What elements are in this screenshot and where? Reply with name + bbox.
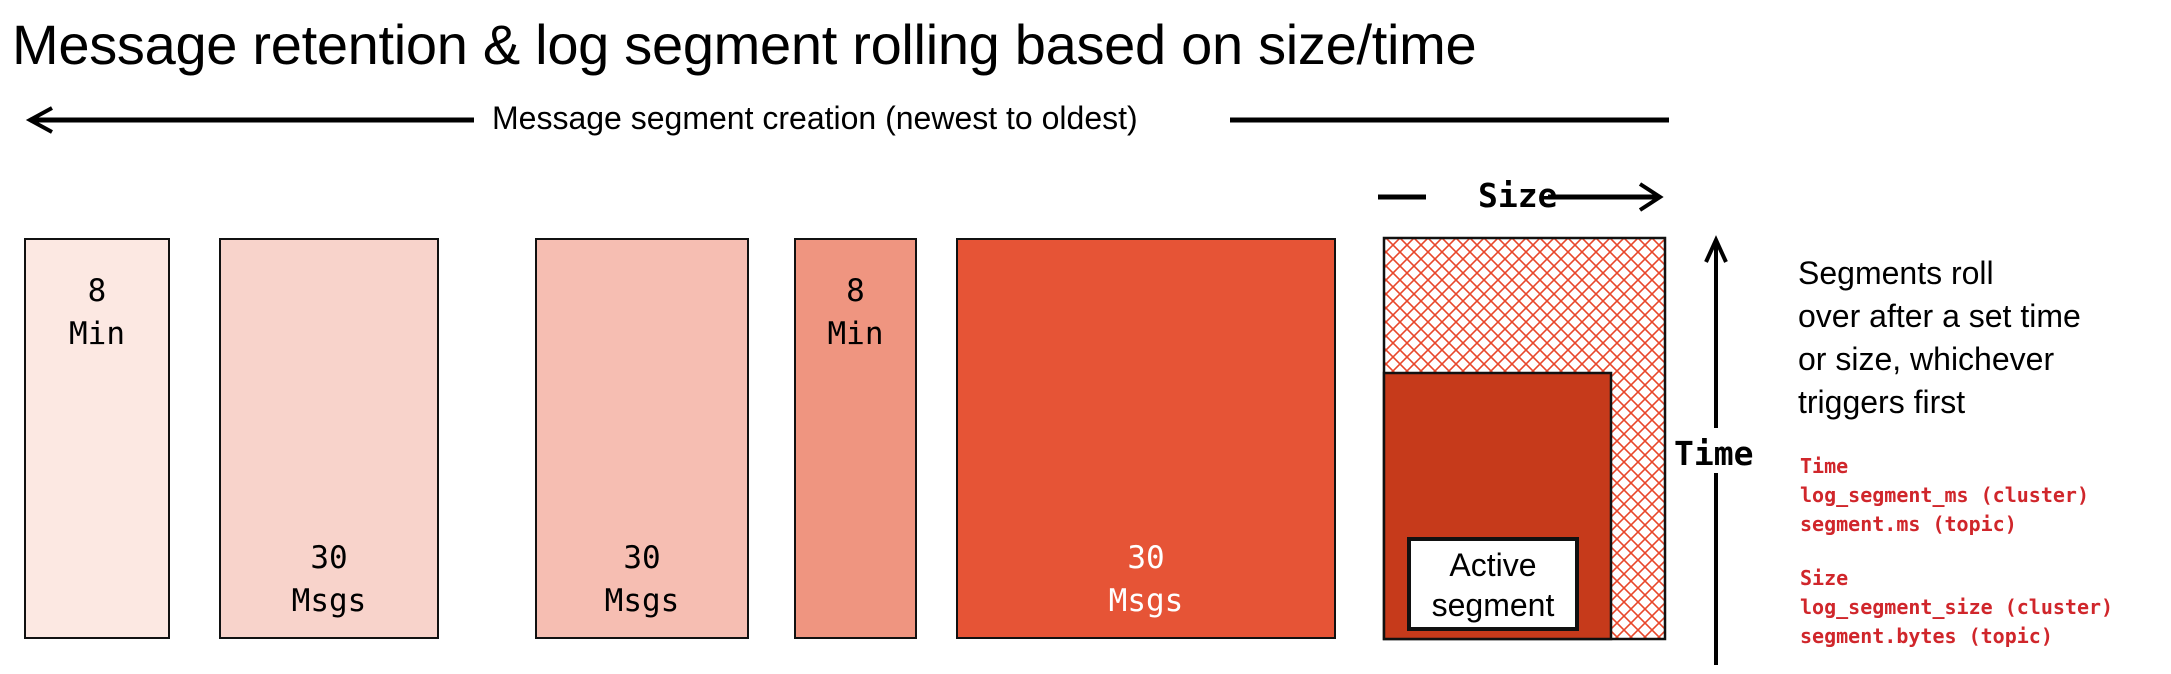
- timeline-label: Message segment creation (newest to olde…: [492, 100, 1138, 136]
- size-label: Size: [1478, 176, 1558, 215]
- diagram-title: Message retention & log segment rolling …: [12, 13, 1477, 76]
- size-config: Size log_segment_size (cluster) segment.…: [1800, 566, 2114, 648]
- time-label: Time: [1674, 434, 1754, 473]
- time-arrow: [1704, 235, 1728, 665]
- timeline-arrow-left: [25, 106, 474, 134]
- rollover-note: Segments roll over after a set time or s…: [1798, 255, 2081, 420]
- segment-5: 30 Msgs: [956, 238, 1336, 639]
- segment-1-label: 8 Min: [69, 273, 125, 352]
- segment-3: 30 Msgs: [535, 238, 749, 639]
- segment-3-label: 30 Msgs: [604, 540, 680, 619]
- segment-1: 8 Min: [24, 238, 170, 639]
- segment-5-label: 30 Msgs: [1108, 540, 1184, 619]
- active-segment-label: Active segment: [1407, 537, 1579, 631]
- segment-4-label: 8 Min: [827, 273, 884, 352]
- segment-4: 8 Min: [794, 238, 917, 639]
- segment-2-label: 30 Msgs: [291, 540, 367, 619]
- time-config: Time log_segment_ms (cluster) segment.ms…: [1800, 454, 2089, 536]
- size-arrow: [1378, 182, 1664, 212]
- segment-2: 30 Msgs: [219, 238, 439, 639]
